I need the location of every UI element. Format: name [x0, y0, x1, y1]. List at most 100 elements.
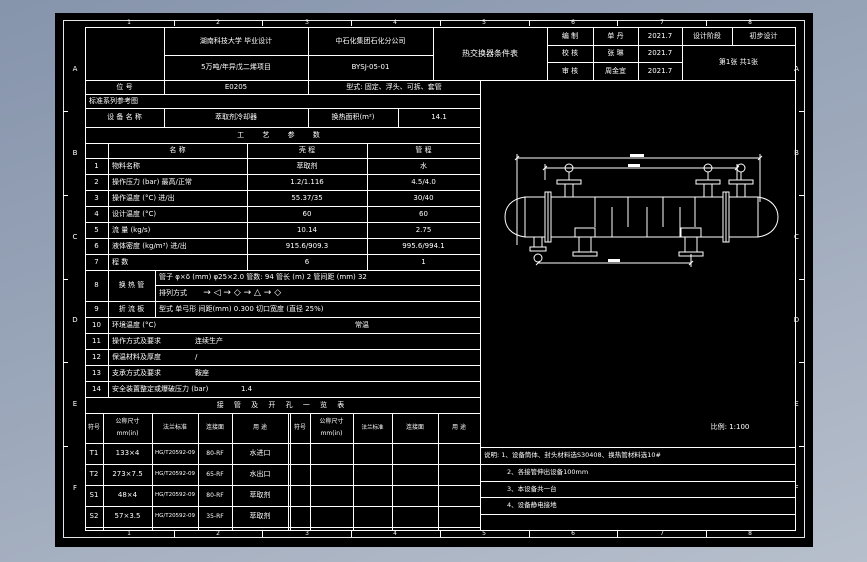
area-value: 14.1 [431, 113, 447, 121]
row-no: 13 [92, 369, 101, 377]
nozzle-header-face: 连接面 [405, 424, 424, 431]
zone-letter: E [794, 400, 799, 408]
zone-letter: F [794, 484, 799, 492]
dimension-lines [514, 154, 763, 245]
row-name: 环境温度 (°C) [112, 321, 157, 329]
sign-name: 张 琳 [607, 49, 624, 57]
zone-letter: A [794, 65, 799, 73]
zone-number: 8 [748, 530, 752, 537]
sign-date: 2021.7 [647, 49, 673, 57]
std-series-label: 标准系列参考图 [89, 97, 138, 105]
scale-label: 比例: 1:100 [710, 423, 750, 431]
tubes-arrangement: 排列方式 → ◁ → ◇ → △ → ◇ [159, 285, 477, 301]
equipment-name-label: 设 备 名 称 [107, 113, 142, 121]
bottom-dimension-line [535, 254, 694, 267]
row-tube-value: 4.5/4.0 [411, 178, 436, 186]
zone-number: 3 [305, 19, 309, 26]
tubes-spec: 管子 φ×δ (mm) φ25×2.0 管数: 94 管长 (m) 2 管间距 … [159, 273, 367, 281]
col-header-shell: 壳 程 [298, 146, 316, 154]
zone-letter: C [794, 233, 799, 241]
sign-name: 周金宜 [605, 67, 626, 75]
row-value: 1.4 [241, 385, 253, 393]
row-name: 设计温度 (°C) [112, 210, 157, 218]
zone-letter: A [72, 65, 78, 73]
top-nozzle-left [556, 163, 582, 198]
row-value: 鞍座 [195, 369, 209, 377]
row-name: 安全装置整定或爆破压力 (bar) [112, 385, 209, 393]
process-section-title: 工 艺 参 数 [237, 131, 328, 139]
company-name: 中石化集团石化分公司 [335, 37, 406, 45]
nozzle-header-face: 连接面 [205, 424, 224, 431]
nozzle-size: 133×4 [115, 449, 140, 457]
top-nozzle-middle [695, 163, 721, 198]
sign-role: 校 核 [561, 49, 579, 57]
row-no: 5 [94, 226, 99, 234]
nozzle-header-symbol: 符号 [87, 424, 100, 431]
nozzle-symbol: S1 [89, 491, 99, 499]
zone-number: 7 [660, 19, 664, 26]
zone-letter: F [72, 484, 78, 492]
row-no: 1 [94, 162, 99, 170]
row-no: 14 [92, 385, 101, 393]
row-name: 液体密度 (kg/m³) 进/出 [112, 242, 187, 250]
stage-value: 初步设计 [749, 32, 778, 40]
row-no: 12 [92, 353, 101, 361]
zone-number: 2 [216, 530, 220, 537]
nozzle-header-size: 公称尺寸 [319, 418, 344, 425]
sign-role: 编 制 [561, 32, 579, 40]
col-header-name: 名 称 [169, 146, 186, 154]
row-no: 2 [94, 178, 99, 186]
zone-number: 1 [127, 530, 131, 537]
tag-value: E0205 [224, 83, 248, 91]
bottom-nozzle-and-grounding-icon [529, 236, 547, 263]
note-line: 4、设备静电接地 [507, 501, 557, 509]
nozzle-symbol: S2 [89, 512, 99, 520]
sign-name: 单 丹 [607, 32, 624, 40]
col-header-tube: 管 程 [415, 146, 432, 154]
zone-number: 4 [393, 530, 397, 537]
org-line-1: 湖南科技大学 毕业设计 [199, 37, 273, 45]
heat-exchanger-drawing [504, 154, 779, 267]
baffles [594, 197, 696, 237]
arrangement-symbols-icon: → ◁ → ◇ → △ → ◇ [203, 288, 282, 298]
tag-label: 位 号 [116, 83, 133, 91]
nozzle-symbol: T2 [89, 470, 99, 478]
row-shell-value: 915.6/909.3 [285, 242, 329, 250]
zone-letter: D [72, 316, 78, 324]
row-no: 3 [94, 194, 99, 202]
tubes-label: 换 热 管 [118, 281, 145, 289]
sheet-content-frame [85, 27, 796, 531]
row-tube-value: 1 [421, 258, 426, 266]
nozzle-header-flange: 法兰标准 [162, 424, 187, 431]
row-shell-value: 1.2/1.116 [290, 178, 324, 186]
saddle-support-left [572, 227, 598, 257]
row-tube-value: 水 [420, 162, 427, 170]
note-line: 2、各接管伸出设备100mm [507, 468, 589, 476]
document-title: 热交换器条件表 [462, 49, 518, 58]
row-name: 操作方式及要求 [112, 337, 161, 345]
top-nozzle-right [728, 163, 754, 198]
nozzle-header-size-unit: mm(in) [320, 430, 343, 437]
nozzle-header-flange: 法兰标准 [361, 425, 384, 431]
zone-number: 6 [571, 530, 575, 537]
zone-number: 5 [482, 530, 486, 537]
zone-number: 7 [660, 530, 664, 537]
baffles-spec: 型式 单弓形 间距(mm) 0.300 切口宽度 (直径 25%) [159, 305, 324, 313]
row-value: 常温 [355, 321, 369, 329]
zone-number: 5 [482, 19, 486, 26]
stage-label: 设计阶段 [693, 32, 721, 40]
row-no: 9 [94, 305, 99, 313]
nozzle-use: 萃取剂 [249, 491, 271, 499]
nozzle-header-size-unit: mm(in) [116, 430, 139, 437]
note-line: 说明: 1、设备筒体、封头材料选S30408、换热管材料选10# [484, 451, 661, 459]
row-value: / [195, 353, 198, 361]
note-line: 3、本设备共一台 [507, 485, 557, 493]
row-shell-value: 6 [304, 258, 310, 266]
zone-number: 3 [305, 530, 309, 537]
drawing-number: BYSJ-05-01 [351, 63, 390, 71]
row-tube-value: 995.6/994.1 [402, 242, 445, 250]
zone-letter: B [794, 149, 799, 157]
row-shell-value: 60 [302, 210, 312, 218]
nozzle-face: 80-RF [206, 492, 224, 499]
